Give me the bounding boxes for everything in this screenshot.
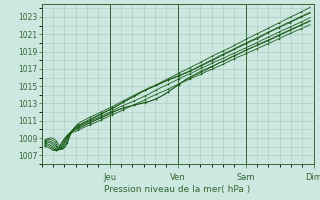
X-axis label: Pression niveau de la mer( hPa ): Pression niveau de la mer( hPa ) xyxy=(104,185,251,194)
